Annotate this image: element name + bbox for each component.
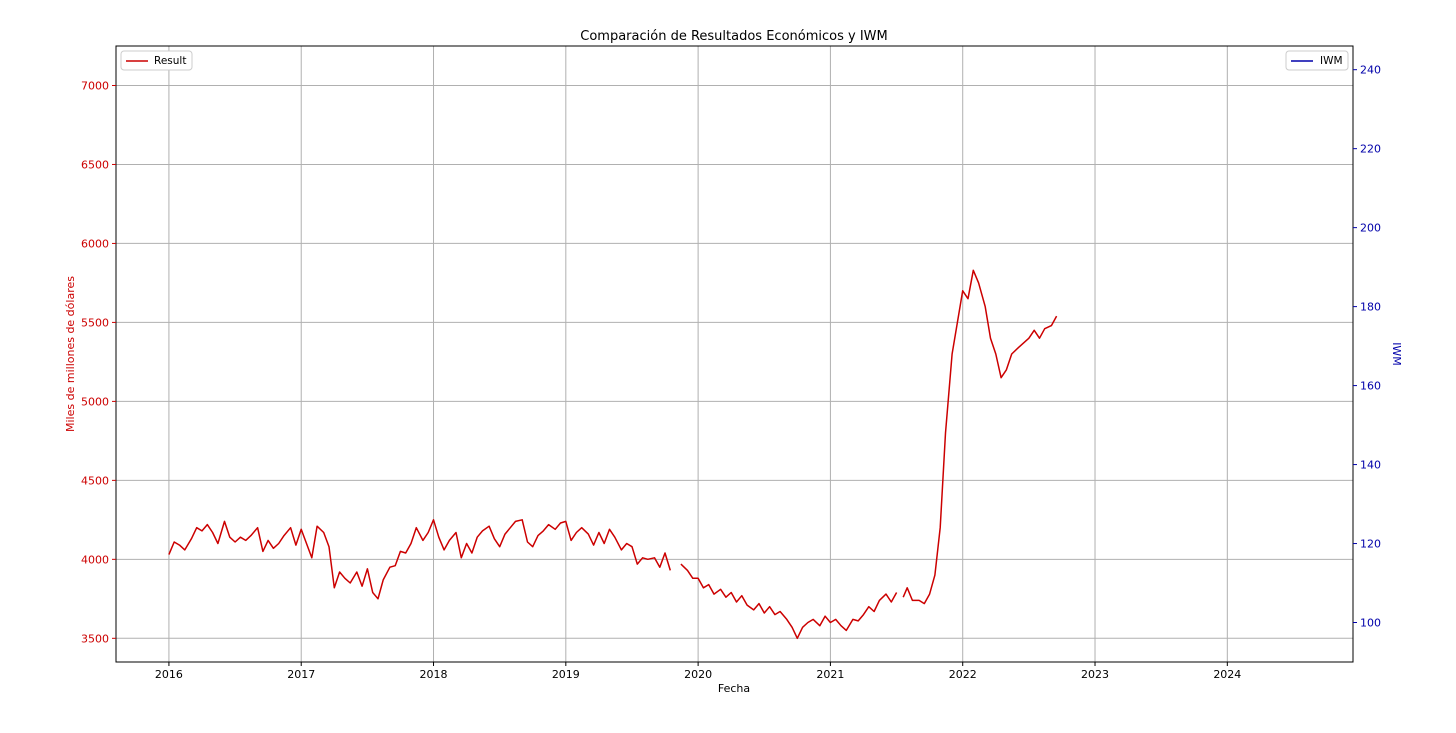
y-right-tick-label: 220 [1360, 143, 1381, 156]
y-right-tick-label: 100 [1360, 617, 1381, 630]
y-right-tick-label: 240 [1360, 64, 1381, 77]
legend-iwm-box [1285, 50, 1349, 71]
y-right-tick-label: 180 [1360, 301, 1381, 314]
legend-result: Result [120, 50, 193, 71]
series-layer [168, 269, 1058, 640]
series-line-result [680, 563, 898, 640]
x-tick-label: 2023 [1081, 668, 1109, 681]
y-left-tick-label: 4000 [81, 553, 109, 566]
y-left-tick-label: 5000 [81, 395, 109, 408]
chart-title: Comparación de Resultados Económicos y I… [580, 29, 887, 44]
x-tick-label: 2020 [684, 668, 712, 681]
legend-iwm-label: IWM [1320, 55, 1343, 67]
legend-iwm: IWM [1285, 50, 1349, 71]
y-right-tick-label: 200 [1360, 222, 1381, 235]
y-right-tick-label: 120 [1360, 538, 1381, 551]
y-left-tick-label: 7000 [81, 79, 109, 92]
x-tick-label: 2021 [816, 668, 844, 681]
series-line-result [902, 269, 1058, 605]
series-line-result [168, 519, 672, 600]
x-axis-label: Fecha [718, 682, 750, 695]
legend-result-label: Result [154, 55, 186, 67]
x-tick-label: 2016 [155, 668, 183, 681]
x-tick-label: 2017 [287, 668, 315, 681]
y-right-tick-label: 140 [1360, 459, 1381, 472]
legend-result-box [120, 50, 193, 71]
x-tick-label: 2024 [1213, 668, 1241, 681]
axes: 2016 2017 2018 2019 2020 2021 2022 2023 2024 3500… [81, 64, 1381, 681]
x-tick-label: 2019 [552, 668, 580, 681]
y-axis-left-label: Miles de millones de dólares [64, 276, 77, 432]
y-left-tick-label: 3500 [81, 632, 109, 645]
x-tick-label: 2018 [420, 668, 448, 681]
y-axis-right-label: IWM [1390, 342, 1403, 366]
y-left-tick-label: 5500 [81, 316, 109, 329]
y-right-tick-label: 160 [1360, 380, 1381, 393]
y-left-tick-label: 6000 [81, 237, 109, 250]
grid [116, 46, 1353, 662]
plot-frame [115, 45, 1354, 663]
x-tick-label: 2022 [949, 668, 977, 681]
y-left-tick-label: 6500 [81, 158, 109, 171]
y-left-tick-label: 4500 [81, 474, 109, 487]
